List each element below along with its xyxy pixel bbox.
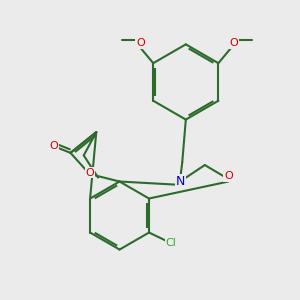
Text: N: N (176, 175, 185, 188)
Text: O: O (224, 172, 233, 182)
Text: Cl: Cl (166, 238, 177, 248)
Text: O: O (136, 38, 145, 49)
Text: O: O (86, 168, 94, 178)
Text: O: O (230, 38, 238, 49)
Text: O: O (49, 141, 58, 152)
